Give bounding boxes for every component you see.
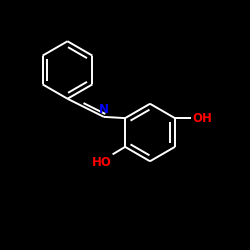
Text: HO: HO [92, 156, 112, 169]
Text: N: N [99, 102, 109, 116]
Text: OH: OH [192, 112, 212, 124]
